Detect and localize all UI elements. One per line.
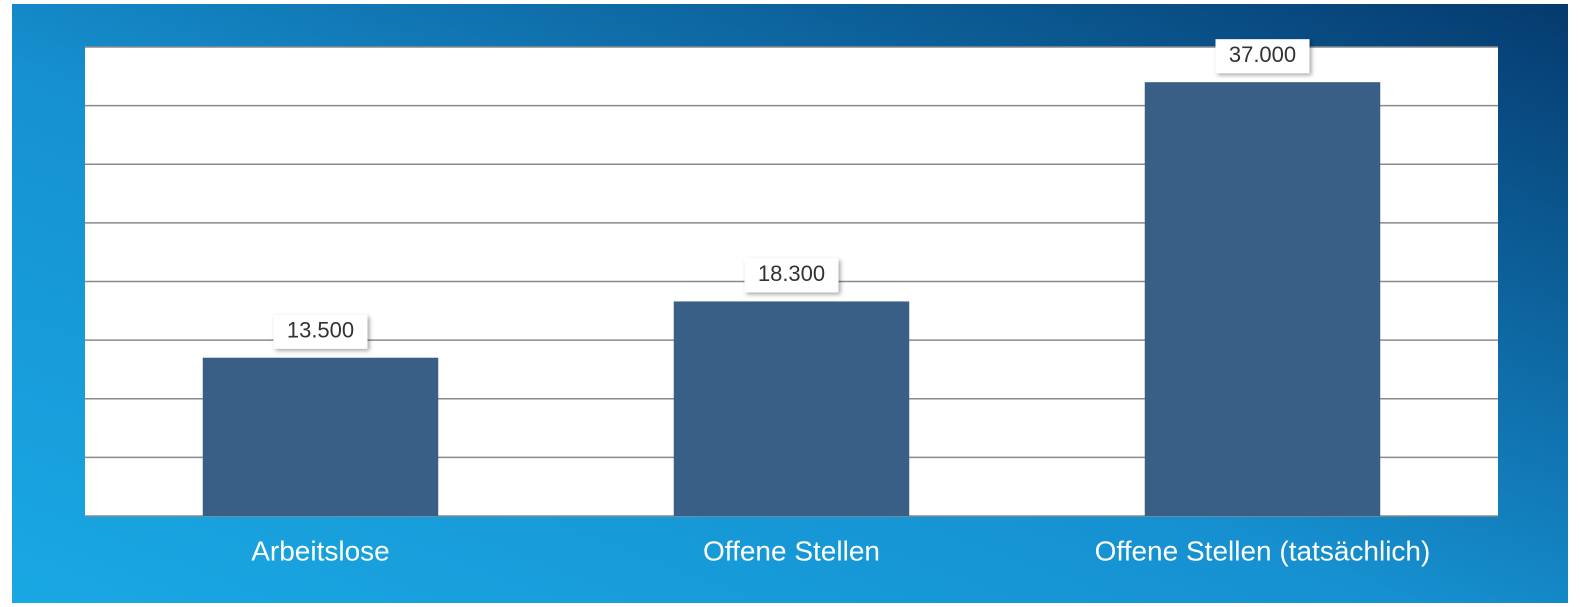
bar xyxy=(202,357,439,516)
value-label: 37.000 xyxy=(1229,42,1296,67)
x-tick-label: Arbeitslose xyxy=(251,535,390,566)
value-label-box xyxy=(1215,39,1310,74)
bar xyxy=(1144,82,1381,517)
value-label-box xyxy=(744,258,839,293)
value-label: 18.300 xyxy=(758,261,825,286)
value-label: 13.500 xyxy=(287,318,354,343)
value-label-box xyxy=(273,314,368,349)
bar xyxy=(673,301,910,516)
x-tick-label: Offene Stellen (tatsächlich) xyxy=(1095,535,1431,566)
x-tick-label: Offene Stellen xyxy=(703,535,880,566)
